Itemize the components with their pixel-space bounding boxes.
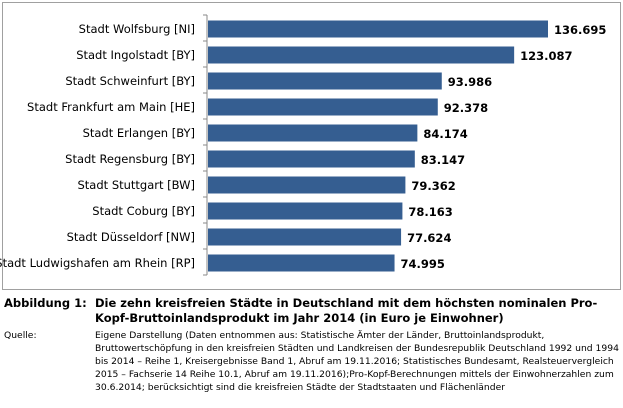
data-label: 78.163 xyxy=(408,205,452,219)
data-label: 83.147 xyxy=(421,153,465,167)
data-label: 77.624 xyxy=(407,231,451,245)
bar-chart: Stadt Wolfsburg [NI] 136.695 Stadt Ingolst… xyxy=(0,14,606,276)
data-label: 79.362 xyxy=(411,179,455,193)
category-label: Stadt Stuttgart [BW] xyxy=(78,178,196,192)
category-label: Stadt Düsseldorf [NW] xyxy=(67,230,195,244)
bar xyxy=(208,72,442,90)
bar xyxy=(208,202,403,220)
bar xyxy=(208,228,402,246)
figure-label: Abbildung 1: xyxy=(4,296,87,310)
category-label: Stadt Wolfsburg [NI] xyxy=(79,22,195,36)
source-text: Eigene Darstellung (Daten entnommen aus:… xyxy=(95,330,619,393)
bar xyxy=(208,176,406,194)
bar xyxy=(208,98,438,116)
figure-caption: Abbildung 1: Die zehn kreisfreien Städte … xyxy=(4,296,619,394)
bar xyxy=(208,20,548,38)
bar xyxy=(208,254,395,272)
category-label: Stadt Coburg [BY] xyxy=(92,204,195,218)
bar xyxy=(208,46,515,64)
data-label: 136.695 xyxy=(554,23,606,37)
data-label: 74.995 xyxy=(401,257,445,271)
bar xyxy=(208,124,418,142)
category-label: Stadt Frankfurt am Main [HE] xyxy=(27,100,195,114)
data-label: 92.378 xyxy=(444,101,488,115)
category-label: Stadt Schweinfurt [BY] xyxy=(65,74,195,88)
category-label: Stadt Ludwigshafen am Rhein [RP] xyxy=(0,256,195,270)
category-label: Stadt Erlangen [BY] xyxy=(83,126,195,140)
data-label: 93.986 xyxy=(448,75,492,89)
chart-frame xyxy=(2,2,621,290)
figure-title: Die zehn kreisfreien Städte in Deutschla… xyxy=(95,296,598,325)
category-label: Stadt Ingolstadt [BY] xyxy=(76,48,195,62)
bar xyxy=(208,150,415,168)
data-label: 123.087 xyxy=(520,49,572,63)
data-label: 84.174 xyxy=(423,127,467,141)
source-label: Quelle: xyxy=(4,330,37,341)
category-label: Stadt Regensburg [BY] xyxy=(65,152,195,166)
